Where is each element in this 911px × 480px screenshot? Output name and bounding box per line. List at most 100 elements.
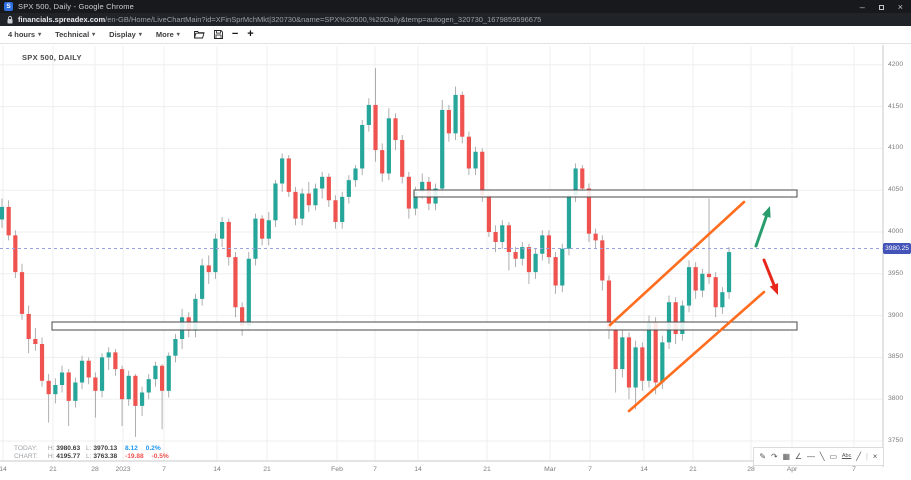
- candle: [553, 257, 558, 286]
- candle: [220, 221, 225, 239]
- candle: [166, 355, 171, 391]
- current-price-badge: 3980.25: [883, 243, 911, 254]
- time-axis-label: 7: [588, 466, 592, 473]
- trendline-tool-icon[interactable]: ╲: [819, 451, 825, 461]
- candle: [600, 240, 605, 281]
- today-low: 3970.13: [93, 445, 118, 452]
- candle: [393, 118, 398, 141]
- candle: [320, 176, 325, 189]
- candle: [26, 313, 31, 340]
- candle: [206, 265, 211, 273]
- window-title: SPX 500, Daily - Google Chrome: [18, 2, 135, 11]
- zoom-out-button[interactable]: −: [231, 28, 239, 40]
- candle: [106, 352, 111, 358]
- candle: [126, 375, 131, 400]
- price-axis-label: 4000: [888, 228, 904, 235]
- candle: [513, 252, 518, 259]
- candle: [700, 273, 705, 291]
- candle: [260, 218, 265, 239]
- candle: [79, 360, 85, 383]
- today-change: 8.12: [125, 445, 138, 452]
- candle: [593, 233, 598, 241]
- candle: [500, 225, 505, 243]
- low-key: L:: [85, 453, 92, 460]
- chart-low: 3763.38: [93, 453, 118, 460]
- high-key: H:: [47, 445, 55, 452]
- support-zone: [51, 321, 798, 331]
- time-axis-label: 7: [162, 466, 166, 473]
- candle: [33, 339, 38, 345]
- candle: [266, 220, 271, 239]
- candle: [46, 380, 51, 395]
- candle: [493, 232, 498, 243]
- rectangle-tool-icon[interactable]: ▭: [829, 451, 838, 461]
- maximize-button[interactable]: [878, 2, 884, 12]
- time-axis-label: 21: [49, 466, 57, 473]
- candle: [606, 280, 612, 329]
- address-bar[interactable]: financials.spreadex.com/en-GB/Home/LiveC…: [0, 13, 911, 26]
- window-controls: – ×: [860, 2, 911, 12]
- candle: [713, 277, 718, 308]
- candle: [186, 317, 191, 331]
- more-menu[interactable]: More ▾: [156, 30, 180, 39]
- candle: [473, 151, 478, 169]
- maximize-icon: [878, 4, 884, 10]
- candle: [653, 322, 658, 383]
- candle: [113, 352, 118, 370]
- technical-menu[interactable]: Technical ▾: [55, 30, 95, 39]
- candle: [400, 140, 405, 177]
- candle: [560, 248, 565, 286]
- time-axis-label: Feb: [331, 466, 343, 473]
- time-axis-label: 14: [640, 466, 648, 473]
- candle: [66, 372, 71, 401]
- candle: [233, 257, 238, 308]
- zoom-in-button[interactable]: +: [247, 28, 254, 40]
- candle: [546, 235, 552, 258]
- candle: [93, 377, 98, 391]
- low-key: L:: [85, 445, 92, 452]
- text-tool-icon[interactable]: Abc: [841, 452, 852, 459]
- candle: [53, 384, 58, 395]
- angle-tool-icon[interactable]: ∠: [794, 451, 803, 461]
- candle: [406, 176, 411, 209]
- grid-tool-icon[interactable]: ▦: [782, 451, 791, 461]
- price-axis-label: 4150: [888, 102, 904, 110]
- chevron-down-icon: ▾: [92, 32, 96, 38]
- candle: [173, 339, 178, 356]
- candle: [6, 206, 11, 236]
- resistance-zone: [413, 189, 798, 198]
- time-axis-label: 7: [852, 466, 856, 473]
- price-axis-label: 3900: [888, 311, 904, 319]
- candle: [620, 337, 625, 370]
- minimize-button[interactable]: –: [859, 1, 865, 12]
- close-toolbar-icon[interactable]: ×: [872, 451, 878, 461]
- ray-tool-icon[interactable]: ╱: [856, 451, 862, 461]
- candle: [280, 158, 285, 184]
- timeframe-menu-label: 4 hours: [8, 30, 36, 39]
- candle: [213, 238, 218, 273]
- horizontal-line-tool-icon[interactable]: —: [806, 451, 815, 461]
- candle: [153, 365, 158, 380]
- drawing-toolbar: ✎ ↷ ▦ ∠ — ╲ ▭ Abc ╱ | ×: [753, 447, 884, 466]
- today-high: 3980.63: [56, 445, 81, 452]
- save-icon[interactable]: [213, 30, 223, 39]
- candle: [0, 206, 5, 220]
- candle: [686, 267, 692, 306]
- freehand-tool-icon[interactable]: ↷: [770, 451, 778, 461]
- display-menu[interactable]: Display ▾: [109, 30, 142, 39]
- candle: [273, 183, 278, 221]
- time-axis-label: Apr: [786, 466, 798, 473]
- open-folder-icon[interactable]: [193, 30, 205, 39]
- candlestick-series: [0, 68, 732, 437]
- candle: [360, 124, 365, 169]
- timeframe-menu[interactable]: 4 hours ▾: [8, 30, 41, 39]
- pointer-tool-icon[interactable]: ✎: [759, 451, 767, 461]
- time-axis-label: 2023: [115, 466, 131, 473]
- candle: [586, 188, 592, 234]
- today-label: TODAY:: [14, 445, 38, 452]
- close-window-button[interactable]: ×: [897, 1, 903, 12]
- candle: [286, 158, 291, 192]
- candle: [693, 267, 698, 291]
- candle: [613, 328, 618, 370]
